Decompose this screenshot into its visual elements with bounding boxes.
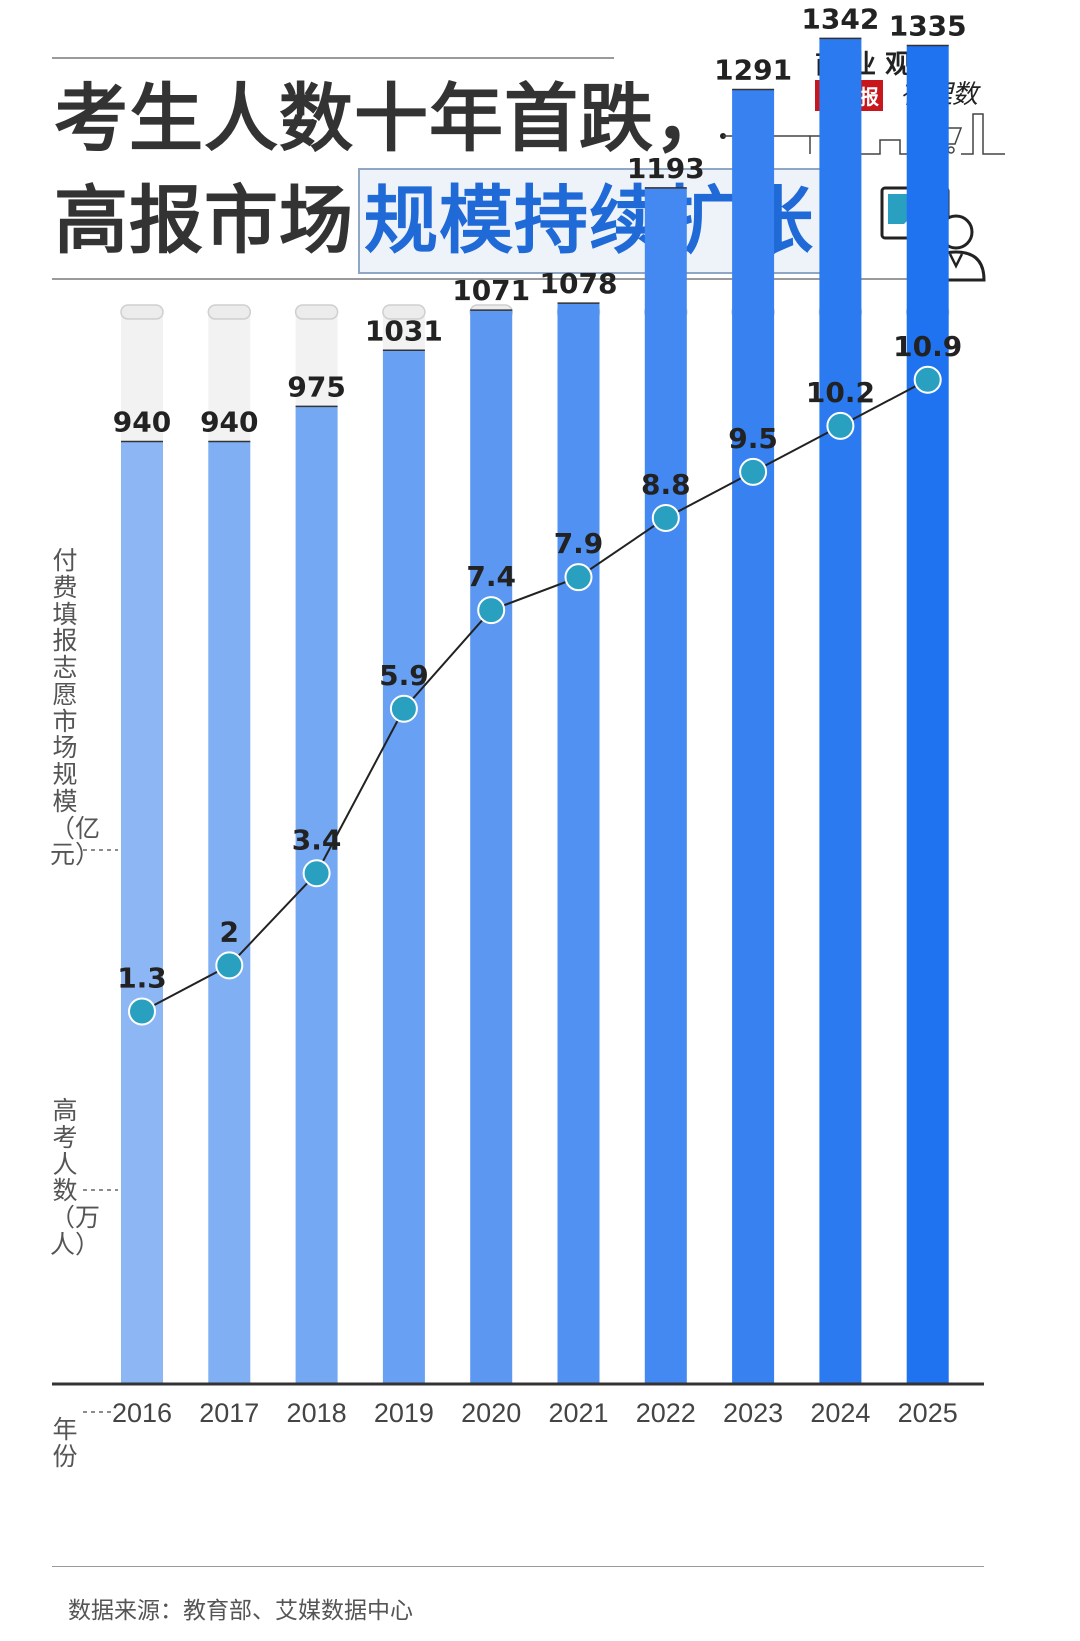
bar — [819, 38, 862, 1384]
x-tick-label: 2025 — [898, 1398, 958, 1428]
bar-value-label: 975 — [287, 370, 345, 403]
line-value-label: 2 — [220, 915, 239, 948]
line-value-label: 10.2 — [806, 376, 875, 409]
market-point — [215, 951, 244, 980]
title-bottom-rule — [52, 278, 984, 280]
bar — [906, 45, 949, 1385]
x-tick-label: 2023 — [723, 1398, 783, 1428]
bar — [208, 441, 251, 1384]
line-value-label: 7.4 — [466, 560, 516, 593]
bar-value-label: 940 — [200, 405, 258, 438]
x-tick-label: 2018 — [287, 1398, 347, 1428]
x-tick-label: 2024 — [810, 1398, 870, 1428]
y-axis-label-students: 高考人数（万人） — [50, 1096, 101, 1259]
market-point — [739, 457, 768, 486]
market-point — [651, 503, 680, 532]
x-tick-label: 2016 — [112, 1398, 172, 1428]
bar — [121, 441, 163, 1384]
bar-value-label: 1078 — [540, 267, 618, 300]
x-axis-label-year: 年份 — [52, 1415, 78, 1471]
market-point — [389, 694, 418, 723]
bar-track-cap — [120, 304, 164, 320]
x-tick-label: 2019 — [374, 1398, 434, 1428]
market-line — [141, 378, 929, 1013]
bar — [470, 310, 513, 1384]
line-value-label: 1.3 — [117, 961, 167, 994]
bar — [382, 350, 425, 1384]
bar-track-cap — [382, 304, 426, 320]
line-value-label: 9.5 — [728, 422, 778, 455]
line-value-label: 10.9 — [893, 330, 962, 363]
market-point — [128, 997, 156, 1026]
source-note: 数据来源：教育部、艾媒数据中心 — [68, 1598, 413, 1624]
top-rule — [52, 57, 614, 59]
x-tick-label: 2020 — [461, 1398, 521, 1428]
line-value-label: 5.9 — [379, 659, 429, 692]
market-point — [564, 563, 593, 592]
bar-track-cap — [294, 304, 339, 320]
market-point — [477, 596, 506, 625]
title-line-2-plain: 高报市场 — [54, 178, 354, 264]
bar-value-label: 1335 — [889, 9, 967, 42]
bar-value-label: 1193 — [627, 152, 705, 185]
x-tick-label: 2022 — [636, 1398, 696, 1428]
bar-value-label: 1031 — [365, 314, 443, 347]
x-tick-label: 2017 — [199, 1398, 259, 1428]
bar-value-label: 940 — [113, 405, 171, 438]
bar — [644, 187, 687, 1385]
bar-value-label: 1291 — [714, 54, 792, 87]
market-point — [302, 859, 331, 888]
line-value-label: 8.8 — [641, 468, 691, 501]
bar-track-cap — [207, 304, 252, 320]
market-point — [826, 411, 855, 440]
bar — [295, 406, 338, 1384]
footer-rule — [52, 1566, 984, 1567]
x-tick-label: 2021 — [548, 1398, 608, 1428]
bar-value-label: 1342 — [801, 2, 879, 35]
bar — [732, 89, 775, 1384]
bar-value-label: 1071 — [452, 274, 530, 307]
line-value-label: 3.4 — [292, 823, 342, 856]
market-point — [913, 365, 942, 394]
title-line-1: 考生人数十年首跌， — [54, 76, 729, 162]
line-value-label: 7.9 — [554, 527, 604, 560]
bar — [557, 303, 600, 1384]
